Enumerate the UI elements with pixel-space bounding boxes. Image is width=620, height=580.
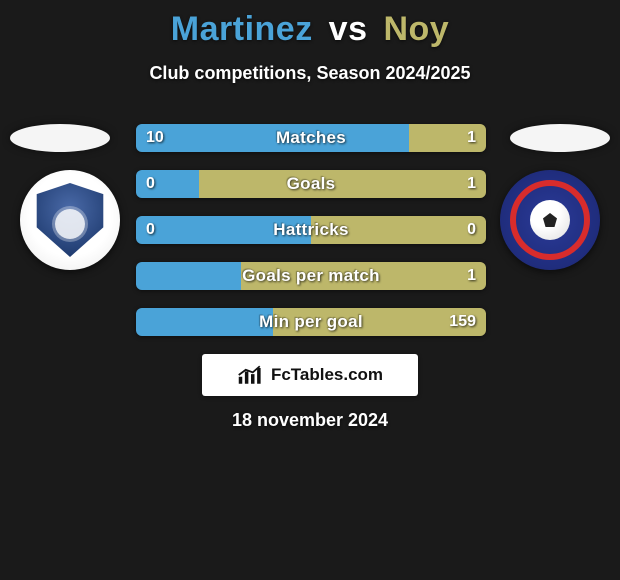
page-title: Martinez vs Noy: [0, 0, 620, 49]
shield-icon: [33, 183, 107, 257]
player2-name: Noy: [383, 10, 449, 48]
bar-chart-icon: [237, 364, 265, 386]
comparison-infographic: Martinez vs Noy Club competitions, Seaso…: [0, 0, 620, 580]
player1-name: Martinez: [171, 10, 313, 48]
player2-club-badge: [500, 170, 600, 270]
player1-avatar-placeholder: [10, 124, 110, 152]
stat-row: 0 Hattricks 0: [136, 216, 486, 244]
date-label: 18 november 2024: [0, 410, 620, 431]
stat-label: Hattricks: [136, 216, 486, 244]
attribution-badge: FcTables.com: [202, 354, 418, 396]
stat-value-right: 1: [457, 262, 486, 290]
subtitle: Club competitions, Season 2024/2025: [0, 63, 620, 84]
stat-value-right: 159: [439, 308, 486, 336]
stat-label: Goals: [136, 170, 486, 198]
stat-value-right: 1: [457, 170, 486, 198]
stat-label: Matches: [136, 124, 486, 152]
stats-bars: 10 Matches 1 0 Goals 1 0 Hattricks 0: [136, 124, 486, 354]
attribution-text: FcTables.com: [271, 365, 383, 385]
player1-club-badge: [20, 170, 120, 270]
stat-value-right: 0: [457, 216, 486, 244]
stat-row: Goals per match 1: [136, 262, 486, 290]
stat-row: 10 Matches 1: [136, 124, 486, 152]
soccer-ball-icon: [530, 200, 570, 240]
stat-value-right: 1: [457, 124, 486, 152]
stat-row: 0 Goals 1: [136, 170, 486, 198]
club-ring-icon: [510, 180, 590, 260]
stat-label: Goals per match: [136, 262, 486, 290]
stat-label: Min per goal: [136, 308, 486, 336]
player2-avatar-placeholder: [510, 124, 610, 152]
stat-row: Min per goal 159: [136, 308, 486, 336]
vs-separator: vs: [329, 10, 368, 48]
